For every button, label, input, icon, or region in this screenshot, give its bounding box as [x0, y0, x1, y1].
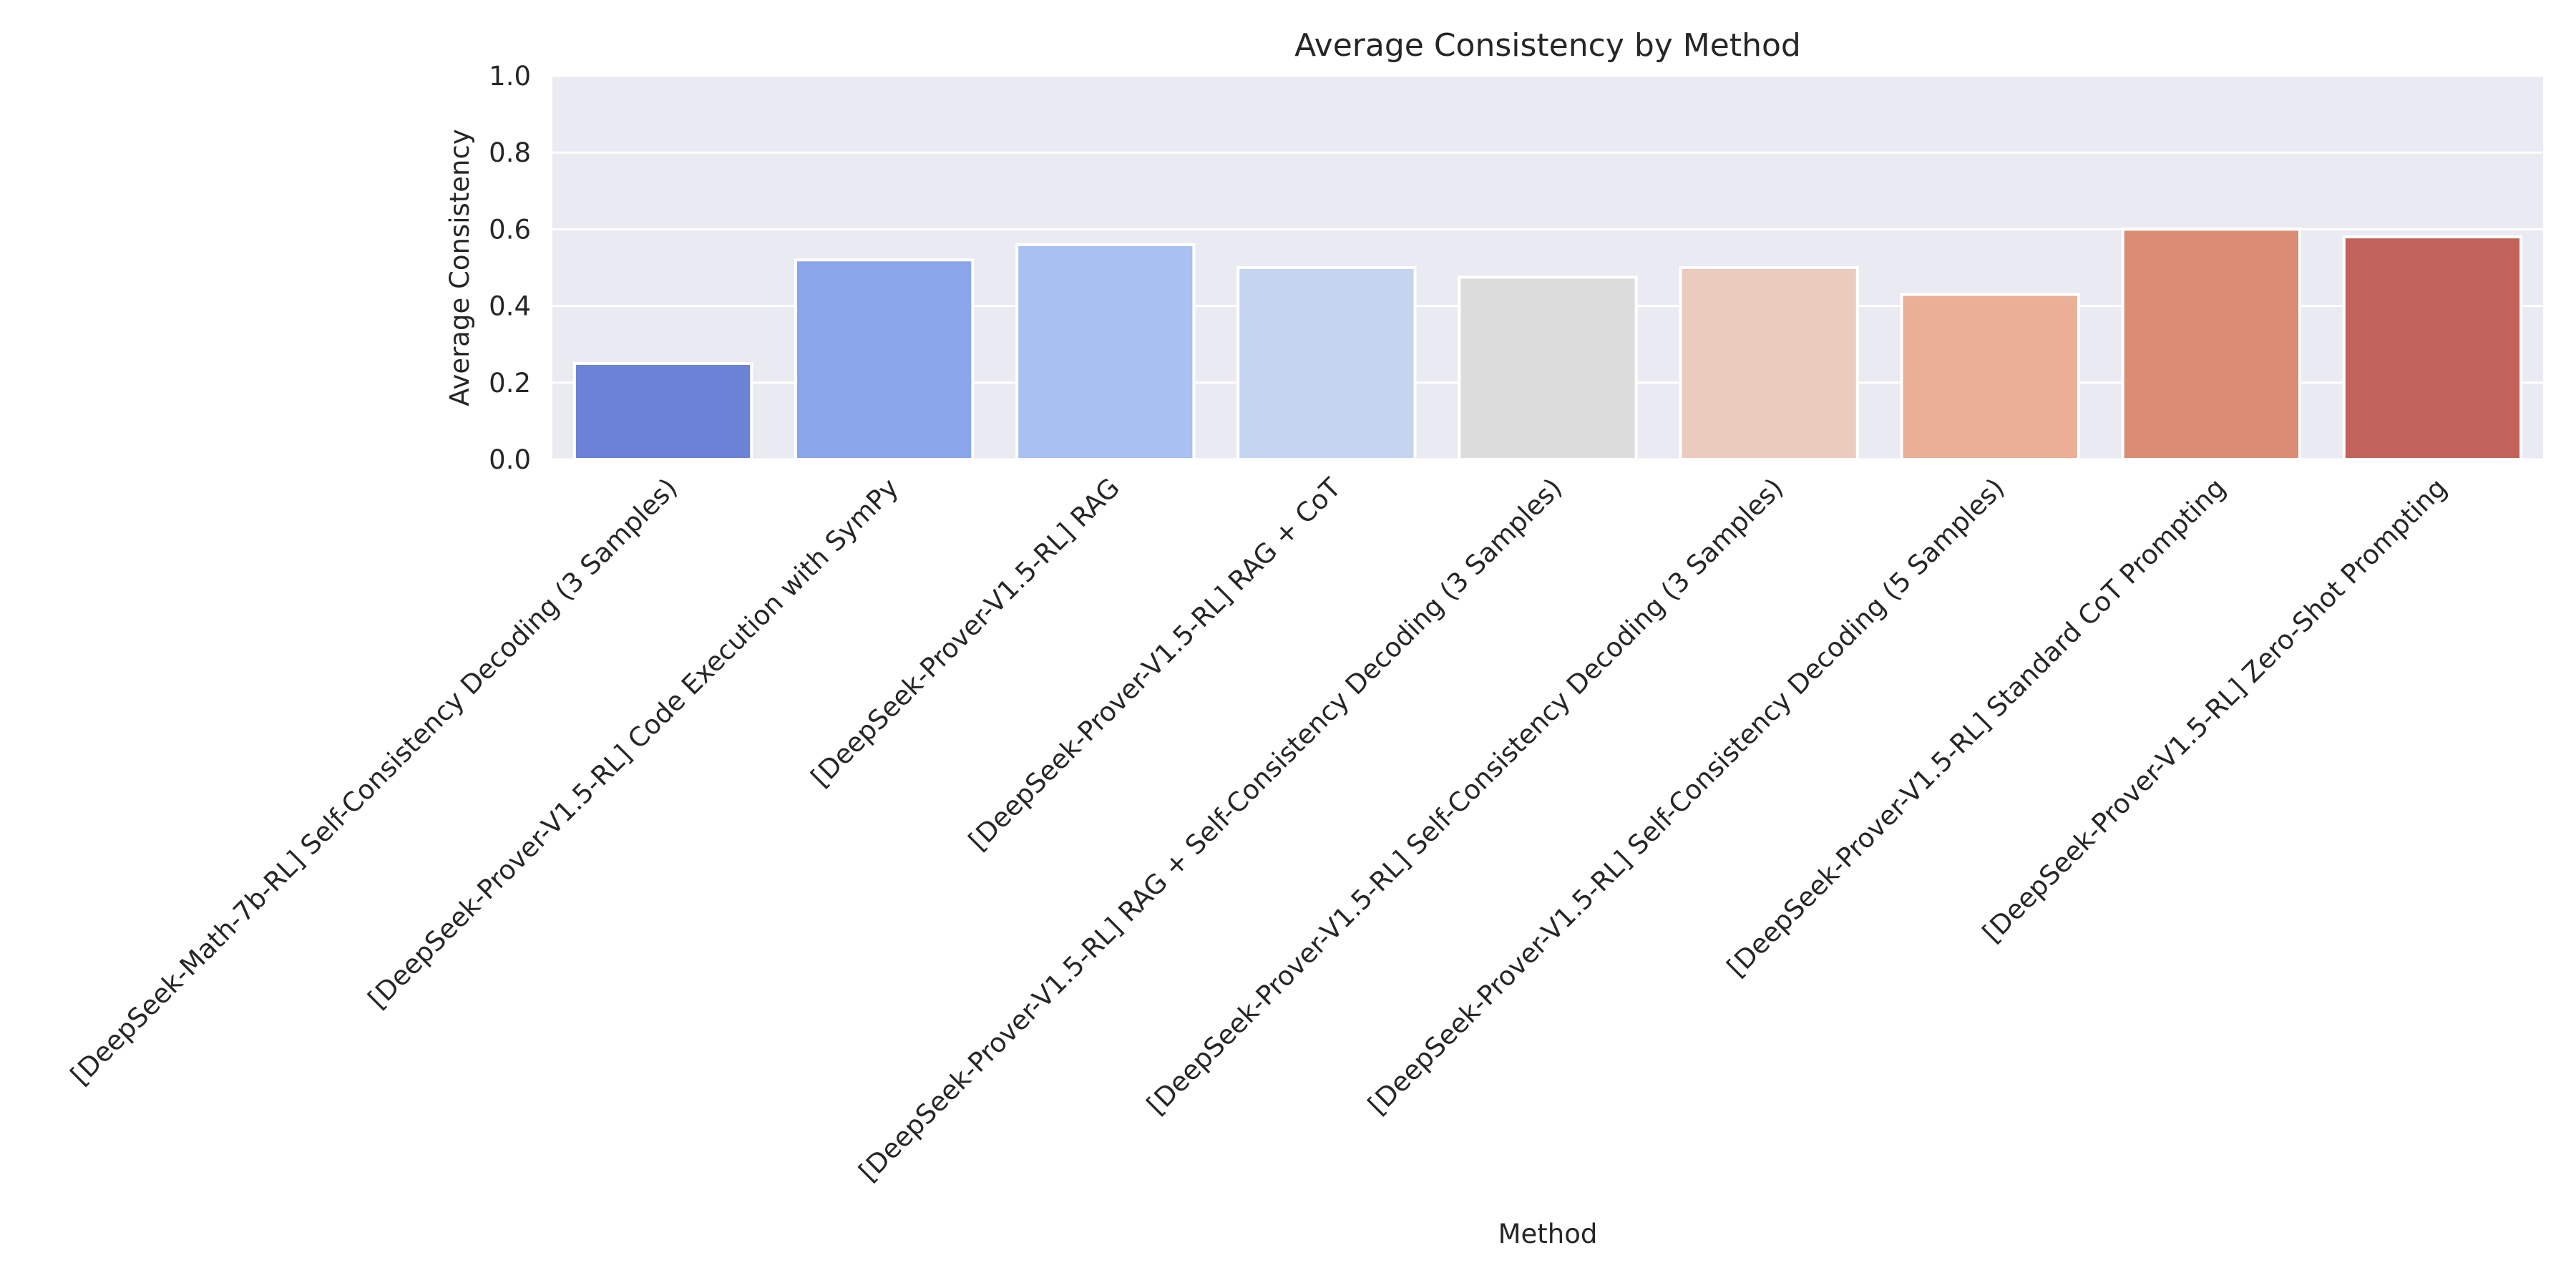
bar: [2121, 228, 2301, 461]
y-tick-label: 0.4: [489, 291, 531, 322]
bar: [1015, 243, 1196, 461]
x-tick-label: [DeepSeek-Prover-V1.5-RL] RAG + CoT: [962, 472, 1347, 857]
bar: [1900, 293, 2080, 461]
bar: [1236, 266, 1417, 461]
bar: [1458, 275, 1638, 461]
y-tick-label: 0.6: [489, 214, 531, 245]
bar: [1679, 266, 1859, 461]
x-tick-label: [DeepSeek-Prover-V1.5-RL] Standard CoT P…: [1721, 472, 2231, 982]
x-axis-label: Method: [1498, 1219, 1598, 1249]
chart-title: Average Consistency by Method: [1294, 27, 1801, 64]
bar: [2342, 235, 2523, 461]
bars: [572, 228, 2523, 461]
y-tick-label: 1.0: [489, 61, 531, 92]
y-axis-label: Average Consistency: [444, 129, 475, 406]
y-tick-labels: 0.0 0.2 0.4 0.6 0.8 1.0: [489, 61, 531, 475]
bar: [794, 258, 975, 461]
bar: [572, 362, 753, 461]
y-tick-label: 0.0: [489, 444, 531, 475]
x-tick-labels: [DeepSeek-Math-7b-RL] Self-Consistency D…: [64, 472, 2453, 1188]
x-tick-label: [DeepSeek-Prover-V1.5-RL] Code Execution…: [362, 472, 904, 1015]
y-tick-label: 0.2: [489, 368, 531, 399]
x-tick-label: [DeepSeek-Prover-V1.5-RL] Zero-Shot Prom…: [1976, 472, 2452, 948]
y-tick-label: 0.8: [489, 137, 531, 168]
x-tick-label: [DeepSeek-Prover-V1.5-RL] RAG + Self-Con…: [853, 472, 1568, 1187]
